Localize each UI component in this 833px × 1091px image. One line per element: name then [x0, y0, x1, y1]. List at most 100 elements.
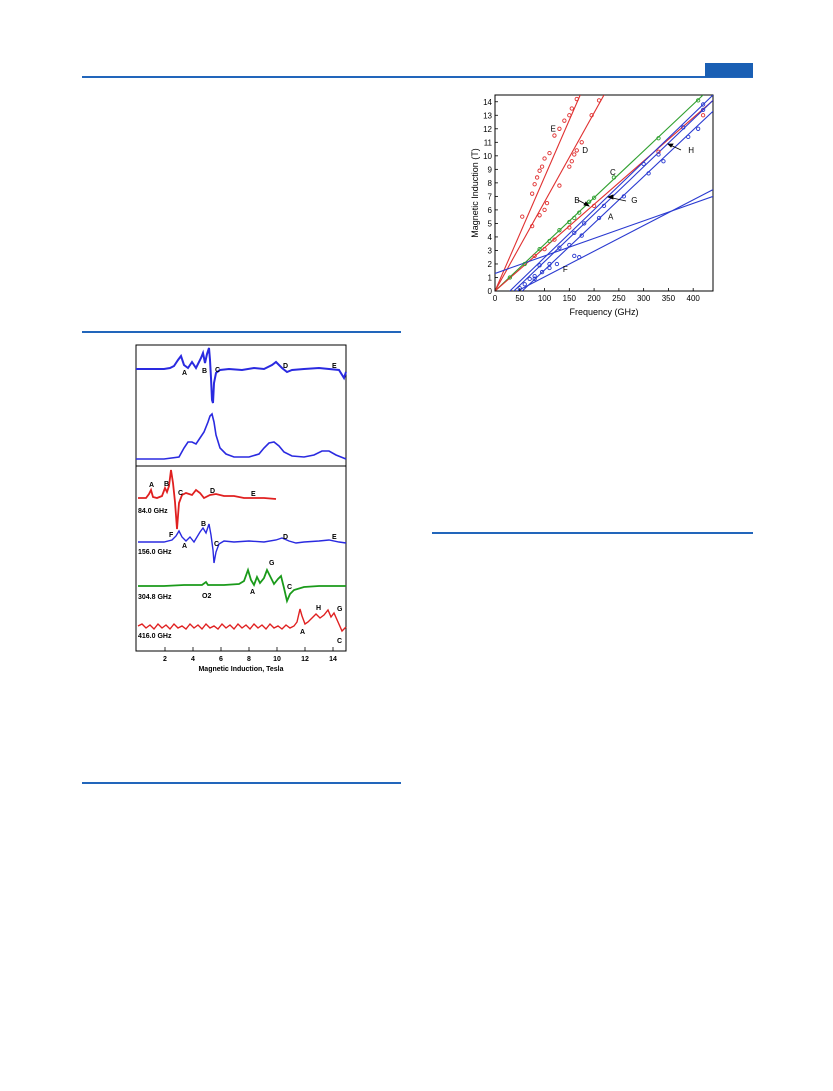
- trace-416-label-a: A: [300, 629, 305, 636]
- trace-156-label-c: C: [214, 541, 219, 548]
- data-point-b-5: [656, 149, 661, 154]
- trace-416-freq: 416.0 GHz: [138, 633, 172, 640]
- data-point-g-5: [641, 161, 646, 167]
- section-rule-2: [82, 782, 401, 784]
- trace-84ghz: [138, 469, 277, 530]
- data-point-g-7: [700, 107, 706, 113]
- data-point-d-8: [574, 148, 579, 153]
- data-point-d-9: [579, 140, 584, 145]
- trace-156-label-b: B: [201, 521, 206, 528]
- data-point-a-3: [579, 233, 584, 238]
- trace-304-label-c: C: [287, 584, 292, 591]
- top-label-c: C: [215, 367, 220, 374]
- trace-416-label-c: C: [337, 638, 342, 645]
- series-annotation-a: A: [608, 212, 614, 221]
- top-absorption-trace: [136, 412, 347, 460]
- data-point-e-0: [520, 214, 525, 219]
- spectra-xtick-10: 10: [273, 656, 281, 663]
- data-point-h-1: [700, 102, 706, 107]
- fit-line-h-6: [509, 95, 713, 291]
- fit-line-f-7: [517, 189, 713, 291]
- data-point-c-8: [586, 199, 592, 204]
- header-rule: [82, 76, 753, 78]
- y-tick-label-2: 2: [488, 260, 493, 269]
- data-point-f-4: [539, 269, 545, 275]
- trace-156-label-d: D: [283, 534, 288, 541]
- data-point-c-6: [572, 215, 577, 221]
- data-point-c-4: [557, 228, 562, 233]
- section-rule-3: [432, 532, 753, 534]
- trace-84-label-b: B: [164, 481, 169, 488]
- data-point-b-0: [532, 253, 537, 259]
- y-tick-label-12: 12: [483, 125, 492, 134]
- trace-84-label-e: E: [251, 491, 256, 498]
- x-tick-label-50: 50: [515, 294, 524, 303]
- trace-416-label-h: H: [316, 605, 321, 612]
- spectra-xlabel: Magnetic Induction, Tesla: [198, 666, 283, 673]
- data-point-c-9: [591, 195, 597, 200]
- chart-xlabel: Frequency (GHz): [569, 307, 638, 317]
- data-point-e-12: [569, 106, 574, 111]
- annotation-arrows: [577, 143, 682, 207]
- trace-156ghz: [138, 523, 347, 564]
- data-point-c-7: [577, 210, 582, 215]
- y-tick-label-0: 0: [488, 287, 493, 296]
- fit-line-a-5: [521, 110, 713, 291]
- data-point-a-5: [621, 194, 626, 199]
- top-label-a: A: [182, 370, 187, 377]
- trace-304-label-a: A: [250, 589, 255, 596]
- y-tick-label-11: 11: [484, 138, 493, 147]
- trace-84-label-a: A: [149, 482, 154, 489]
- data-point-g-6: [681, 125, 686, 130]
- data-point-f-2: [527, 276, 532, 281]
- series-annotation-b: B: [574, 196, 579, 205]
- fit-line-d-1: [495, 95, 605, 291]
- x-tick-label-350: 350: [662, 294, 676, 303]
- data-point-a-1: [547, 261, 552, 267]
- header-tab: [705, 63, 753, 77]
- spectra-xtick-14: 14: [329, 656, 337, 663]
- data-point-g-2: [572, 230, 577, 236]
- y-tick-label-4: 4: [488, 233, 493, 242]
- data-point-d-10: [589, 113, 594, 118]
- series-annotation-e: E: [550, 124, 555, 133]
- trace-156-label-e: E: [332, 534, 337, 541]
- data-point-a-8: [686, 134, 691, 140]
- fit-line-extra-8: [495, 195, 713, 274]
- data-point-h-0: [656, 152, 661, 157]
- data-point-c-5: [567, 219, 572, 225]
- x-tick-label-250: 250: [612, 294, 626, 303]
- y-tick-label-14: 14: [483, 98, 492, 107]
- y-tick-label-6: 6: [488, 206, 493, 215]
- y-tick-label-3: 3: [488, 246, 493, 255]
- trace-156-label-f: F: [169, 532, 174, 539]
- x-tick-label-200: 200: [587, 294, 601, 303]
- trace-156-freq: 156.0 GHz: [138, 549, 172, 556]
- fit-line-b-3: [495, 99, 713, 291]
- y-tick-label-9: 9: [488, 165, 493, 174]
- trace-304-o2: O2: [202, 593, 211, 600]
- trace-304-freq: 304.8 GHz: [138, 594, 172, 601]
- data-point-f-1: [522, 282, 527, 287]
- data-point-b-2: [552, 237, 557, 242]
- data-point-d-1: [537, 213, 542, 218]
- series-annotation-d: D: [582, 146, 588, 155]
- data-point-b-3: [567, 225, 572, 230]
- top-label-b: B: [202, 368, 207, 375]
- data-point-a-0: [532, 276, 537, 281]
- data-point-g-4: [601, 203, 607, 208]
- data-point-a-9: [695, 126, 701, 131]
- y-tick-label-13: 13: [483, 111, 492, 120]
- data-point-d-5: [567, 164, 572, 169]
- data-point-c-1: [522, 261, 527, 267]
- fit-line-c-2: [495, 95, 704, 291]
- data-point-c-2: [537, 246, 542, 252]
- data-point-d-6: [569, 159, 574, 164]
- data-point-e-9: [557, 126, 562, 131]
- x-tick-label-100: 100: [538, 294, 552, 303]
- spectra-xtick-12: 12: [301, 656, 309, 663]
- trace-304ghz: [138, 567, 346, 604]
- data-point-d-4: [557, 183, 562, 188]
- data-point-a-7: [661, 159, 666, 164]
- spectra-xaxis: [164, 647, 334, 651]
